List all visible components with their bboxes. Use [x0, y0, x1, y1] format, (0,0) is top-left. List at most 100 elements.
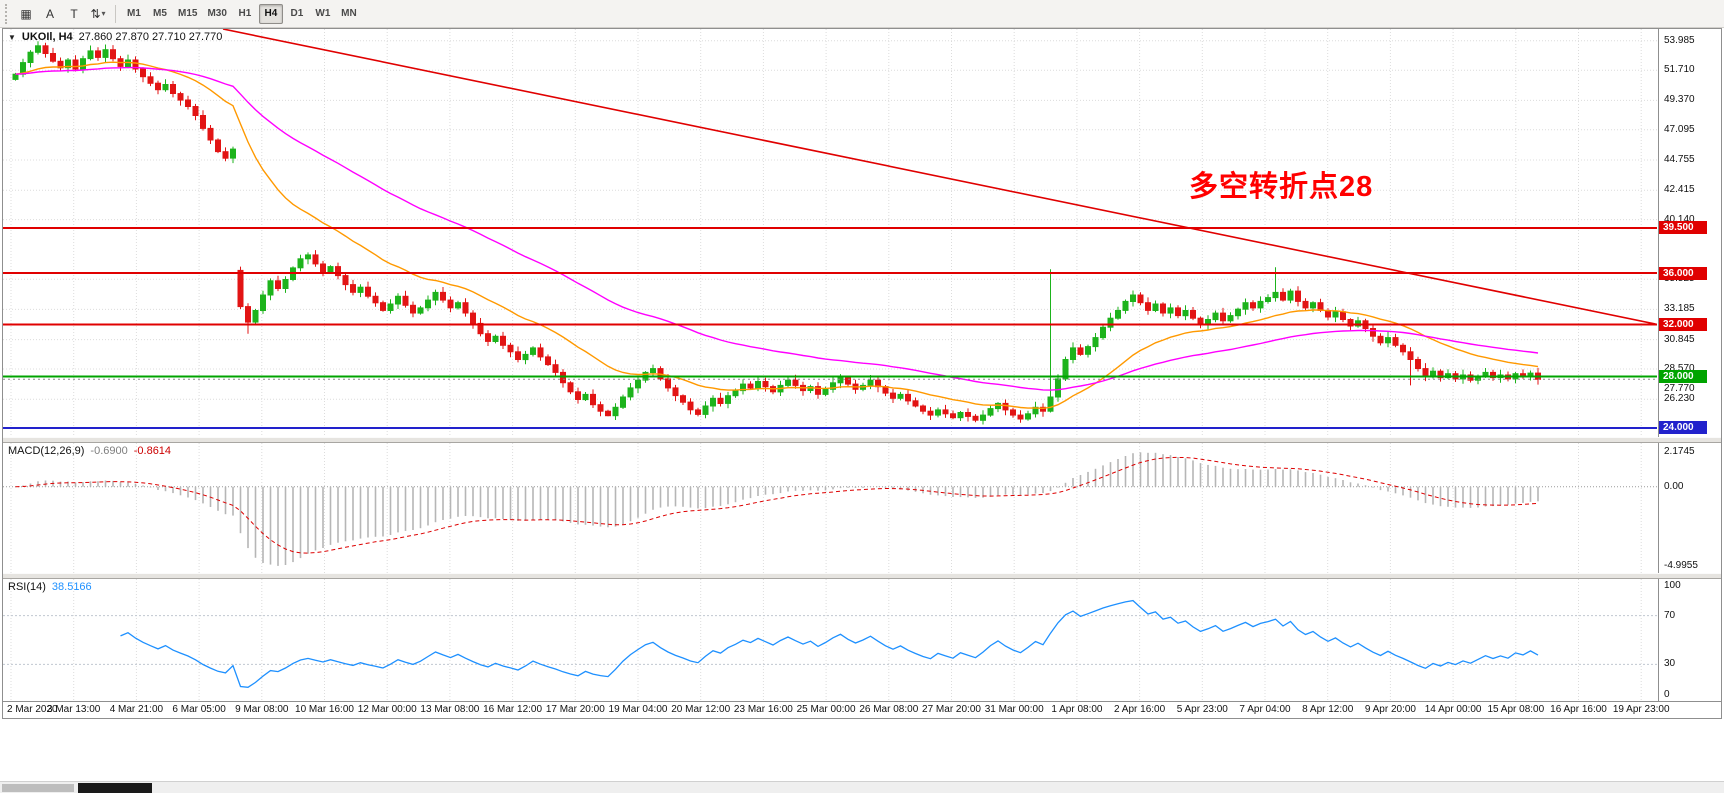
timeframe-m1-button[interactable]: M1 [127, 8, 141, 19]
time-label: 12 Mar 00:00 [357, 704, 417, 715]
timeframe-m5-button[interactable]: M5 [153, 8, 167, 19]
macd-tick: 2.1745 [1664, 446, 1695, 457]
timeframe-w1-button[interactable]: W1 [315, 8, 331, 19]
text-tool-button[interactable]: T [63, 3, 85, 25]
symbol-label: UKOIl, H4 [21, 31, 73, 43]
collapse-icon[interactable]: ▼ [8, 32, 16, 42]
time-label: 31 Mar 00:00 [984, 704, 1044, 715]
cursor-a-button[interactable]: A [39, 3, 61, 25]
toolbar-grip[interactable] [5, 3, 11, 24]
chevron-down-icon: ▾ [101, 9, 106, 18]
rsi-tick: 70 [1664, 610, 1676, 621]
time-label: 14 Apr 00:00 [1424, 704, 1482, 715]
time-label: 25 Mar 00:00 [796, 704, 856, 715]
time-axis[interactable]: 2 Mar 2020 3 Mar 13:00 4 Mar 21:00 6 Mar 05… [3, 701, 1721, 718]
time-label: 19 Mar 04:00 [608, 704, 668, 715]
rsi-tick: 0 [1664, 689, 1670, 700]
time-label: 16 Apr 16:00 [1550, 704, 1607, 715]
time-label: 15 Apr 08:00 [1487, 704, 1545, 715]
charts-grid-button[interactable]: ▦ [15, 3, 37, 25]
macd-panel: MACD(12,26,9) -0.6900 -0.8614 2.1745 0.00… [3, 443, 1721, 573]
time-label: 8 Apr 12:00 [1302, 704, 1354, 715]
macd-canvas[interactable] [3, 443, 1657, 573]
price-tick: 30.845 [1664, 334, 1695, 345]
time-label: 23 Mar 16:00 [733, 704, 793, 715]
time-label: 3 Mar 13:00 [47, 704, 101, 715]
macd-tick: 0.00 [1664, 481, 1684, 492]
price-tick: 49.370 [1664, 94, 1695, 105]
time-label: 16 Mar 12:00 [483, 704, 543, 715]
scrollbar-thumb[interactable] [78, 783, 152, 793]
price-tick: 47.095 [1664, 124, 1695, 135]
scale-toggle-button[interactable]: ⇅ ▾ [87, 3, 109, 25]
macd-name: MACD(12,26,9) [8, 445, 85, 457]
time-label: 27 Mar 20:00 [922, 704, 981, 715]
macd-signal-value: -0.8614 [133, 445, 172, 457]
text-tool-icon: T [70, 6, 78, 21]
timeframe-h4-button[interactable]: H4 [258, 3, 283, 24]
rsi-name: RSI(14) [8, 581, 46, 593]
time-label: 26 Mar 08:00 [859, 704, 919, 715]
cursor-a-icon: A [45, 6, 54, 21]
charts-grid-icon: ▦ [20, 6, 32, 21]
price-tick: 33.185 [1664, 303, 1695, 314]
price-tick: 40.140 [1664, 214, 1695, 225]
timeframe-mn-button[interactable]: MN [341, 8, 357, 19]
price-chart-canvas[interactable] [3, 29, 1657, 437]
tool-buttons: ▦ A T ⇅ ▾ [14, 3, 110, 25]
rsi-tick: 30 [1664, 658, 1676, 669]
timeframe-m30-button[interactable]: M30 [207, 8, 227, 19]
timeframe-h1-button[interactable]: H1 [238, 8, 252, 19]
horizontal-scrollbar[interactable] [0, 781, 1724, 793]
time-label: 20 Mar 12:00 [671, 704, 731, 715]
chart-window: ▼ UKOIl, H4 27.860 27.870 27.710 27.770 … [2, 28, 1722, 719]
macd-tick: -4.9955 [1664, 560, 1698, 571]
timeframe-d1-button[interactable]: D1 [290, 8, 304, 19]
rsi-panel: RSI(14) 38.5166 100 70 30 0 [3, 579, 1721, 701]
time-label: 4 Mar 21:00 [109, 704, 164, 715]
price-level-label: 39.500 [1659, 221, 1707, 234]
price-level-label: 28.000 [1659, 370, 1707, 383]
time-label: 2 Apr 16:00 [1114, 704, 1166, 715]
rsi-tick: 100 [1664, 580, 1681, 591]
time-label: 6 Mar 05:00 [172, 704, 226, 715]
price-tick: 28.570 [1664, 363, 1695, 374]
time-label: 2 Mar 2020 [7, 704, 58, 715]
rsi-axis[interactable]: 100 70 30 0 [1658, 579, 1721, 701]
time-label: 17 Mar 20:00 [545, 704, 605, 715]
scrollbar-track-segment [2, 784, 74, 792]
timeframe-m15-button[interactable]: M15 [178, 8, 198, 19]
price-tick: 26.230 [1664, 393, 1695, 404]
price-level-label: 24.000 [1659, 421, 1707, 434]
ohlc-values: 27.860 27.870 27.710 27.770 [78, 31, 223, 43]
current-price-label: 27.770 [1664, 383, 1695, 394]
panel-divider[interactable] [3, 437, 1721, 443]
price-level-label: 36.000 [1659, 267, 1707, 280]
time-label: 10 Mar 16:00 [295, 704, 354, 715]
annotation-text: 多空转折点28 [1189, 171, 1374, 203]
rsi-label: RSI(14) 38.5166 [8, 581, 92, 593]
price-tick: 42.415 [1664, 184, 1695, 195]
price-chart-panel: ▼ UKOIl, H4 27.860 27.870 27.710 27.770 … [3, 29, 1721, 437]
chart-title: ▼ UKOIl, H4 27.860 27.870 27.710 27.770 [8, 31, 222, 43]
price-tick: 53.985 [1664, 35, 1695, 46]
rsi-value: 38.5166 [51, 581, 92, 593]
scale-toggle-icon: ⇅ [90, 6, 101, 21]
time-label: 9 Mar 08:00 [235, 704, 289, 715]
time-label: 7 Apr 04:00 [1239, 704, 1291, 715]
macd-main-value: -0.6900 [90, 445, 128, 457]
time-label: 5 Apr 23:00 [1176, 704, 1228, 715]
window-background [0, 719, 1724, 781]
rsi-canvas[interactable] [3, 579, 1657, 701]
price-level-label: 32.000 [1659, 318, 1707, 331]
panel-divider[interactable] [3, 573, 1721, 579]
price-tick: 44.755 [1664, 154, 1695, 165]
price-axis[interactable]: 53.985 51.710 49.370 47.095 44.755 42.415 40.1… [1658, 29, 1721, 437]
macd-label: MACD(12,26,9) -0.6900 -0.8614 [8, 445, 171, 457]
time-label: 13 Mar 08:00 [420, 704, 480, 715]
toolbar-separator [115, 4, 116, 23]
macd-axis[interactable]: 2.1745 0.00 -4.9955 [1658, 443, 1721, 573]
timeframe-buttons: M1 M5 M15 M30 H1 H4 D1 W1 MN [121, 3, 362, 24]
time-label: 1 Apr 08:00 [1051, 704, 1103, 715]
